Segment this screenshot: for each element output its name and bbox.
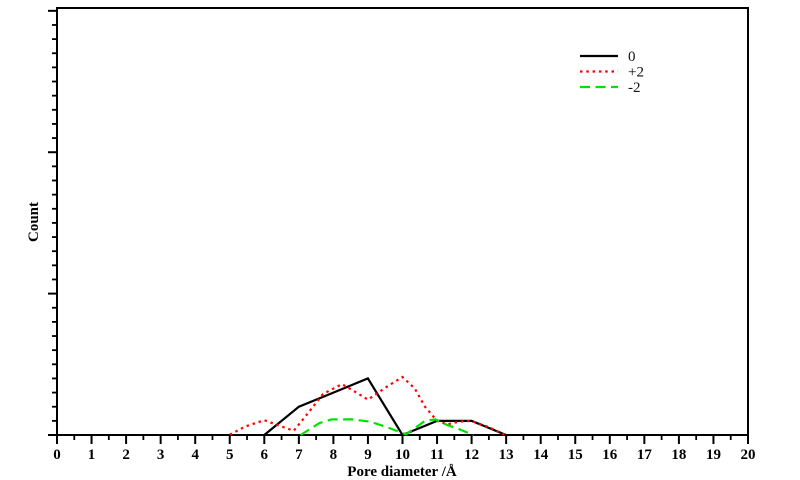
- x-axis-ticks: [56, 435, 749, 444]
- x-tick-label: 5: [226, 447, 234, 463]
- legend-label: 0: [628, 49, 636, 65]
- legend-label: +2: [628, 65, 644, 81]
- x-tick-label: 11: [430, 447, 444, 463]
- x-tick-label: 3: [157, 447, 165, 463]
- plot-frame: [56, 7, 749, 436]
- legend-entry--2: -2: [580, 80, 641, 96]
- series-line-+2: [229, 375, 505, 436]
- x-tick-label: 0: [53, 447, 61, 463]
- x-tick-label: 9: [364, 447, 372, 463]
- x-tick-label: 2: [122, 447, 130, 463]
- y-axis-ticks: [48, 9, 57, 436]
- x-tick-label: 18: [671, 447, 686, 463]
- x-tick-label: 7: [295, 447, 303, 463]
- x-tick-label: 17: [637, 447, 653, 463]
- x-axis-tick-labels: 0 1 2 3 4 5 6 7 8 9 10 11 12 13 14 15 16 17 18 19 20: [53, 447, 755, 463]
- legend: 0+2-2: [580, 49, 644, 96]
- x-tick-label: 19: [706, 447, 721, 463]
- x-tick-label: 13: [499, 447, 514, 463]
- x-tick-label: 16: [602, 447, 618, 463]
- x-tick-label: 14: [533, 447, 549, 463]
- legend-label: -2: [628, 80, 641, 96]
- x-tick-label: 10: [395, 447, 410, 463]
- legend-entry-+2: +2: [580, 65, 644, 81]
- data-curves: [229, 375, 507, 437]
- x-tick-label: 4: [191, 447, 199, 463]
- y-axis-title: Count: [26, 202, 42, 242]
- series-line--2: [300, 418, 474, 437]
- series-line-0: [263, 377, 507, 437]
- x-tick-label: 20: [741, 447, 756, 463]
- x-tick-label: 6: [261, 447, 269, 463]
- x-tick-label: 8: [330, 447, 338, 463]
- legend-entry-0: 0: [580, 49, 636, 65]
- x-tick-label: 15: [568, 447, 583, 463]
- x-axis-title: Pore diameter /Å: [347, 464, 457, 480]
- x-tick-label: 12: [464, 447, 479, 463]
- x-tick-label: 1: [88, 447, 96, 463]
